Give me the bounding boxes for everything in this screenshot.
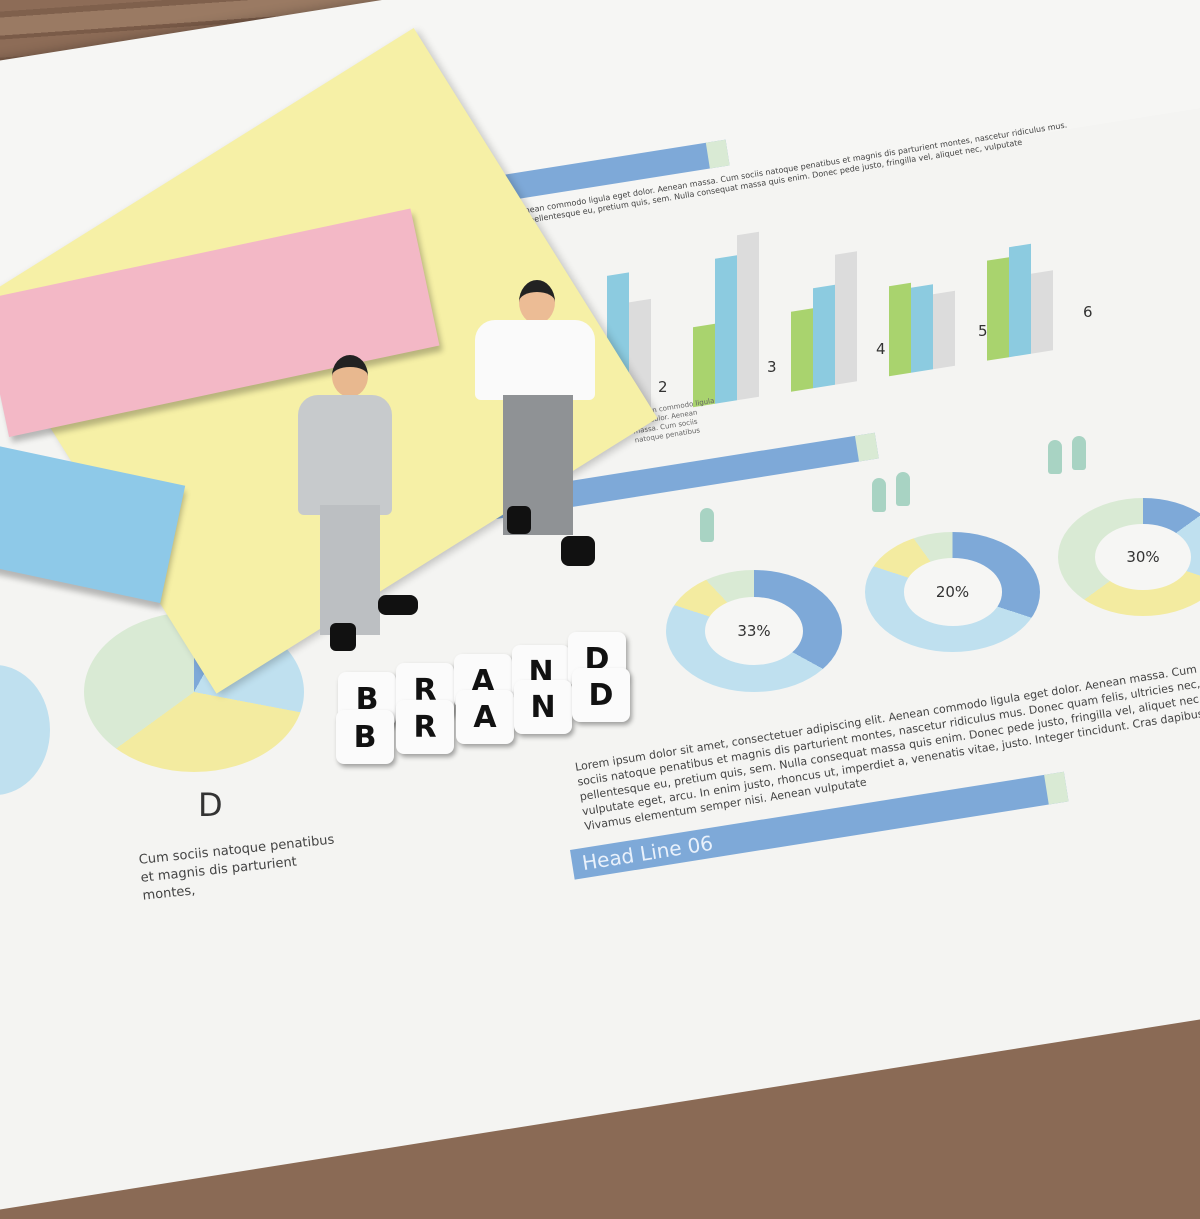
- letter-block: D: [572, 668, 630, 722]
- bar: [911, 284, 933, 373]
- donut-chart-33: 33%: [666, 570, 842, 692]
- bar: [737, 231, 759, 401]
- bar: [1009, 243, 1031, 358]
- bar-label-2: 2: [658, 378, 668, 396]
- businessman-figurine-shirt: [465, 280, 605, 570]
- person-icon: [872, 478, 886, 512]
- bar-label-6: 6: [1083, 303, 1093, 321]
- letter-block: R: [396, 700, 454, 754]
- letter-block: A: [456, 690, 514, 744]
- letter-block: B: [336, 710, 394, 764]
- donut-label: 30%: [1095, 523, 1191, 591]
- donut-label: 20%: [903, 558, 1002, 626]
- bar-label-4: 4: [876, 340, 886, 358]
- bar-label-5: 5: [978, 322, 988, 340]
- bar: [933, 290, 955, 370]
- bar: [987, 257, 1009, 361]
- bar: [889, 282, 911, 377]
- pie-label: D: [198, 786, 223, 824]
- donut-label: 33%: [704, 596, 804, 666]
- letter-block: N: [514, 680, 572, 734]
- bar: [791, 308, 813, 392]
- person-icon: [700, 508, 714, 542]
- bar: [835, 251, 857, 385]
- person-icon: [1048, 440, 1062, 474]
- bar: [715, 255, 737, 404]
- donut-chart-20: 20%: [865, 532, 1040, 652]
- bar-label-3: 3: [767, 358, 777, 376]
- person-icon: [1072, 436, 1086, 470]
- bar: [693, 323, 715, 408]
- person-icon: [896, 472, 910, 506]
- bar: [1031, 270, 1053, 354]
- bar: [813, 284, 835, 389]
- businessman-figurine-suit: [290, 355, 420, 655]
- donut-chart-30: 30%: [1058, 498, 1200, 616]
